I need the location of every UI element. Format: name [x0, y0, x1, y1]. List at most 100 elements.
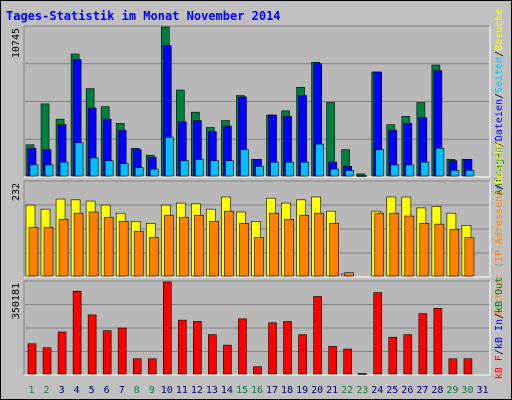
y-axis-max-label: 350181: [11, 283, 22, 319]
bar-rechner: [209, 221, 219, 277]
legend-part: /: [494, 51, 505, 57]
legend-part: kB F: [494, 355, 505, 379]
bar-kb-f: [388, 336, 398, 375]
legend-part: Rechner (IP-Adressen): [494, 190, 505, 316]
bar-kb-f: [178, 319, 187, 375]
x-axis-tick-label: 23: [356, 385, 368, 396]
x-axis-tick-label: 14: [221, 385, 233, 396]
bar-rechner: [28, 227, 39, 277]
bar-kb-f: [72, 290, 82, 375]
bar-kb-f: [298, 334, 307, 375]
legend-part: Dateien: [494, 99, 505, 141]
bar-kb-f: [223, 344, 232, 375]
bar-seiten: [134, 167, 144, 177]
bar-kb-f: [253, 366, 262, 375]
bar-seiten: [59, 161, 69, 177]
bar-rechner: [103, 216, 114, 277]
bar-kb-f: [27, 343, 37, 375]
bar-rechner: [434, 223, 445, 277]
bar-rechner: [329, 223, 339, 277]
x-axis-tick-label: 19: [296, 385, 308, 396]
x-axis-tick-label: 25: [386, 385, 398, 396]
bar-kb-f: [147, 358, 157, 375]
legend-part: Besuche: [494, 9, 505, 51]
bar-kb-f: [117, 327, 127, 375]
legend-part: Besuche: [494, 142, 505, 184]
x-axis-tick-label: 27: [416, 385, 428, 396]
bar-kb-f: [208, 334, 217, 375]
x-axis-tick-label: 10: [161, 385, 173, 396]
x-axis-tick-label: 26: [401, 385, 413, 396]
bar-rechner: [254, 237, 264, 277]
x-axis-tick-label: 21: [326, 385, 338, 396]
bar-seiten: [435, 147, 445, 177]
bar-rechner: [464, 237, 475, 277]
bar-kb-f: [463, 358, 473, 375]
bar-kb-f: [57, 331, 67, 375]
bar-seiten: [315, 143, 324, 177]
bar-rechner: [88, 211, 99, 277]
x-axis-tick-label: 31: [476, 385, 488, 396]
bar-kb-f: [268, 322, 277, 375]
bar-kb-f: [343, 348, 352, 375]
x-axis-tick-label: 4: [74, 385, 80, 396]
bar-seiten: [29, 164, 39, 177]
legend-part: /: [494, 93, 505, 99]
bar-seiten: [195, 159, 204, 177]
x-axis-tick-label: 28: [431, 385, 443, 396]
bar-kb-f: [132, 358, 142, 375]
bar-seiten: [44, 164, 54, 177]
x-axis-tick-label: 6: [104, 385, 110, 396]
bar-kb-f: [328, 346, 337, 375]
bar-seiten: [210, 160, 219, 177]
bar-rechner: [179, 216, 189, 277]
x-axis-tick-label: 15: [236, 385, 248, 396]
legend-part: kB Out: [494, 277, 505, 313]
bar-seiten: [240, 149, 249, 177]
bar-kb-f: [283, 321, 292, 375]
bar-rechner: [449, 229, 460, 277]
x-axis-tick-label: 1: [29, 385, 35, 396]
bar-rechner: [404, 215, 415, 277]
x-axis-tick-label: 29: [446, 385, 458, 396]
legend-part: Seiten: [494, 57, 505, 93]
bar-seiten: [465, 170, 475, 177]
x-axis-tick-label: 20: [311, 385, 323, 396]
legend-part: /: [494, 184, 505, 190]
bar-kb-f: [313, 296, 322, 375]
bar-seiten: [405, 164, 415, 177]
chart-title: Tages-Statistik im Monat November 2014: [6, 9, 281, 23]
bar-rechner: [419, 223, 430, 277]
right-axis-legend: kB F/kB In/kB Out: [494, 277, 505, 379]
y-axis-max-label: 232: [11, 183, 22, 201]
legend-part: kB In: [494, 319, 505, 349]
bar-kb-f: [448, 358, 458, 375]
bar-kb-f: [433, 308, 443, 375]
bar-seiten: [89, 157, 99, 177]
bar-rechner: [239, 223, 249, 277]
bar-seiten: [330, 168, 339, 177]
legend-part: /: [494, 349, 505, 355]
x-axis-tick-label: 8: [134, 385, 140, 396]
y-axis-max-label: 10745: [11, 28, 22, 58]
bar-seiten: [225, 160, 234, 177]
bar-kb-f: [42, 347, 52, 375]
x-axis-tick-label: 7: [119, 385, 125, 396]
bar-rechner: [314, 212, 324, 277]
bar-seiten: [104, 160, 114, 177]
bar-rechner: [163, 214, 174, 277]
bar-seiten: [420, 161, 430, 177]
x-axis-tick-label: 16: [251, 385, 263, 396]
bar-rechner: [194, 214, 204, 277]
bar-kb-f: [403, 334, 413, 375]
x-axis-tick-label: 17: [266, 385, 278, 396]
bar-rechner: [148, 237, 159, 277]
x-axis-tick-label: 18: [281, 385, 293, 396]
x-axis-tick-label: 13: [206, 385, 218, 396]
bar-rechner: [284, 218, 294, 277]
bar-seiten: [285, 161, 294, 177]
bar-seiten: [345, 170, 354, 177]
bar-rechner: [299, 214, 309, 277]
right-axis-legend: Anfragen/Dateien/Seiten/Besuche: [494, 9, 505, 196]
